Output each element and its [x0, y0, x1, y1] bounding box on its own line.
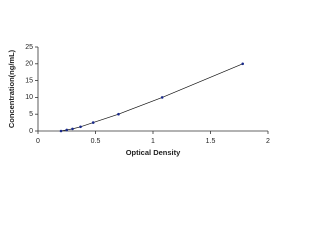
data-point [59, 129, 63, 133]
data-point [71, 127, 74, 131]
x-tick-label: 0 [36, 138, 40, 145]
data-point [117, 112, 120, 116]
y-tick-label: 25 [25, 44, 33, 51]
y-tick-label: 5 [29, 111, 33, 118]
fit-line [60, 63, 243, 132]
y-tick-label: 10 [25, 94, 33, 101]
x-tick-label: 1.5 [206, 138, 216, 145]
data-point [91, 121, 95, 124]
y-tick-label: 20 [25, 61, 33, 68]
data-point [160, 96, 164, 99]
x-tick-label: 1 [151, 138, 155, 145]
data-point [79, 125, 82, 129]
x-axis-title: Optical Density [126, 148, 181, 157]
y-axis-title: Concentration(ng/mL) [7, 49, 16, 128]
x-tick-label: 0.5 [91, 138, 101, 145]
y-tick-label: 0 [29, 128, 33, 135]
x-tick-label: 2 [266, 138, 270, 145]
chart: Optical Density Concentration(ng/mL) 0 5 1… [7, 44, 270, 157]
y-tick-label: 15 [25, 77, 33, 84]
data-point [241, 62, 244, 66]
data-point [65, 128, 69, 132]
